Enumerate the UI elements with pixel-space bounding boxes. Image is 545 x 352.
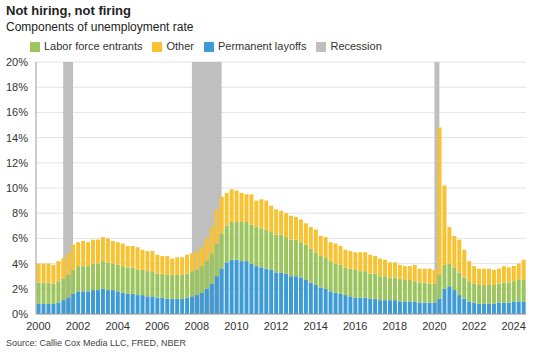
svg-text:2010: 2010 (224, 320, 248, 332)
svg-text:2012: 2012 (264, 320, 288, 332)
svg-text:2022: 2022 (462, 320, 486, 332)
html-text:Recession: Recession (330, 40, 382, 52)
svg-text:10%: 10% (8, 182, 28, 194)
svg-text:0%: 0% (12, 308, 28, 320)
svg-text:2004: 2004 (105, 320, 129, 332)
html-text:Other: Other (166, 40, 194, 52)
svg-text:14%: 14% (8, 132, 28, 144)
svg-text:2002: 2002 (66, 320, 90, 332)
svg-text:16%: 16% (8, 106, 28, 118)
html-text:Labor force entrants: Labor force entrants (44, 40, 143, 52)
svg-text:18%: 18% (8, 81, 28, 93)
svg-text:6%: 6% (12, 232, 28, 244)
html-text:Not hiring, not firing: Not hiring, not firing (6, 3, 131, 18)
svg-text:12%: 12% (8, 157, 28, 169)
svg-text:2018: 2018 (383, 320, 407, 332)
svg-text:2016: 2016 (343, 320, 367, 332)
html-text:Source: Callie Cox Media LLC,: Source: Callie Cox Media LLC, FRED, NBER (6, 338, 187, 348)
html-text:Components of unemployment rat: Components of unemployment rate (6, 20, 194, 34)
svg-text:2024: 2024 (501, 320, 525, 332)
svg-text:2000: 2000 (26, 320, 50, 332)
svg-text:8%: 8% (12, 207, 28, 219)
svg-text:2020: 2020 (422, 320, 446, 332)
svg-text:2008: 2008 (185, 320, 209, 332)
svg-text:20%: 20% (8, 56, 28, 68)
svg-text:2014: 2014 (303, 320, 327, 332)
svg-text:2006: 2006 (145, 320, 169, 332)
html-text:Permanent layoffs: Permanent layoffs (218, 40, 307, 52)
svg-text:2%: 2% (12, 283, 28, 295)
svg-text:4%: 4% (12, 258, 28, 270)
